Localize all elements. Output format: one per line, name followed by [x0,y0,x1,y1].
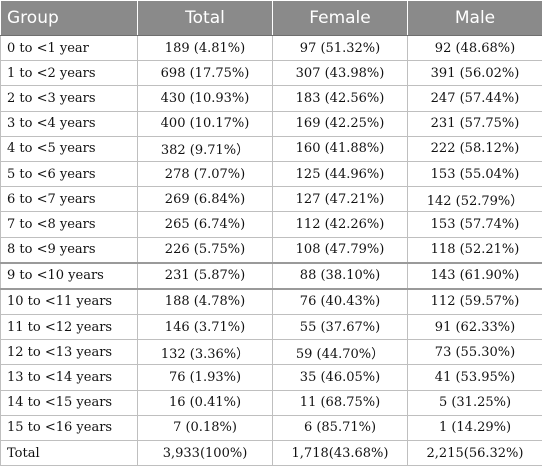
cell-male: 91 (62.33%) [408,315,542,340]
cell-female: 11 (68.75%) [273,390,408,415]
cell-female: 169 (42.25%) [273,111,408,136]
cell-female: 6 (85.71%) [273,415,408,440]
cell-group: 3 to <4 years [1,111,138,136]
cell-female: 35 (46.05%) [273,365,408,390]
cell-total: 400 (10.17%) [138,111,273,136]
header-row: Group Total Female Male [1,1,542,36]
cell-group: 13 to <14 years [1,365,138,390]
cell-female: 55 (37.67%) [273,315,408,340]
table-row: 2 to <3 years 430 (10.93%) 183 (42.56%) … [1,86,542,111]
cell-total: 146 (3.71%) [138,315,273,340]
table-header: Group Total Female Male [1,1,542,36]
cell-male: 247 (57.44%) [408,86,542,111]
cell-group: 11 to <12 years [1,315,138,340]
cell-total: 76 (1.93%) [138,365,273,390]
cell-female: 76 (40.43%) [273,289,408,315]
table-body: 0 to <1 year 189 (4.81%) 97 (51.32%) 92 … [1,36,542,466]
cell-group: 0 to <1 year [1,36,138,61]
cell-total: 7 (0.18%) [138,415,273,440]
cell-total: 430 (10.93%) [138,86,273,111]
cell-female: 59 (44.70%） [273,340,408,365]
cell-male: 231 (57.75%) [408,111,542,136]
cell-male: 112 (59.57%) [408,289,542,315]
header-female: Female [273,1,408,36]
cell-male: 391 (56.02%) [408,61,542,86]
cell-male: 1 (14.29%) [408,415,542,440]
cell-male: 143 (61.90%) [408,263,542,289]
cell-group: 9 to <10 years [1,263,138,289]
table-row: 12 to <13 years 132 (3.36%） 59 (44.70%） … [1,340,542,365]
cell-male: 142 (52.79%） [408,187,542,212]
table-row: 7 to <8 years 265 (6.74%) 112 (42.26%) 1… [1,212,542,237]
header-group: Group [1,1,138,36]
table-row: 6 to <7 years 269 (6.84%) 127 (47.21%) 1… [1,187,542,212]
cell-female: 88 (38.10%) [273,263,408,289]
cell-female: 160 (41.88%) [273,136,408,161]
cell-group: 14 to <15 years [1,390,138,415]
cell-total: 189 (4.81%) [138,36,273,61]
cell-group: 12 to <13 years [1,340,138,365]
table-row: 9 to <10 years 231 (5.87%) 88 (38.10%) 1… [1,263,542,289]
cell-female: 127 (47.21%) [273,187,408,212]
cell-male: 73 (55.30%) [408,340,542,365]
cell-group: 5 to <6 years [1,161,138,186]
cell-male: 153 (57.74%) [408,212,542,237]
table-row: 8 to <9 years 226 (5.75%) 108 (47.79%) 1… [1,237,542,263]
header-total: Total [138,1,273,36]
cell-total: 16 (0.41%) [138,390,273,415]
cell-total: 132 (3.36%） [138,340,273,365]
cell-male: 41 (53.95%) [408,365,542,390]
table-row: 13 to <14 years 76 (1.93%) 35 (46.05%) 4… [1,365,542,390]
cell-total: 269 (6.84%) [138,187,273,212]
cell-total: 382 (9.71%） [138,136,273,161]
cell-group: 1 to <2 years [1,61,138,86]
table-row: 4 to <5 years 382 (9.71%） 160 (41.88%) 2… [1,136,542,161]
header-male: Male [408,1,542,36]
cell-group: 4 to <5 years [1,136,138,161]
cell-total: 278 (7.07%) [138,161,273,186]
cell-total: 188 (4.78%) [138,289,273,315]
cell-group: 6 to <7 years [1,187,138,212]
cell-group: 15 to <16 years [1,415,138,440]
cell-female: 183 (42.56%) [273,86,408,111]
table-row: 10 to <11 years 188 (4.78%) 76 (40.43%) … [1,289,542,315]
cell-male: 118 (52.21%) [408,237,542,263]
cell-group: 2 to <3 years [1,86,138,111]
cell-total: 698 (17.75%) [138,61,273,86]
cell-female: 108 (47.79%) [273,237,408,263]
cell-female: 125 (44.96%) [273,161,408,186]
cell-female: 112 (42.26%) [273,212,408,237]
cell-male: 153 (55.04%) [408,161,542,186]
table-row: 5 to <6 years 278 (7.07%) 125 (44.96%) 1… [1,161,542,186]
cell-male: 92 (48.68%) [408,36,542,61]
cell-male: 222 (58.12%) [408,136,542,161]
cell-group: 8 to <9 years [1,237,138,263]
cell-female: 97 (51.32%) [273,36,408,61]
table-row: 11 to <12 years 146 (3.71%) 55 (37.67%) … [1,315,542,340]
table-row: 0 to <1 year 189 (4.81%) 97 (51.32%) 92 … [1,36,542,61]
cell-male: 5 (31.25%) [408,390,542,415]
cell-total: 231 (5.87%) [138,263,273,289]
cell-female: 307 (43.98%) [273,61,408,86]
cell-total: 265 (6.74%) [138,212,273,237]
table-row: 14 to <15 years 16 (0.41%) 11 (68.75%) 5… [1,390,542,415]
cell-group: 10 to <11 years [1,289,138,315]
table-row: 1 to <2 years 698 (17.75%) 307 (43.98%) … [1,61,542,86]
table-row: 15 to <16 years 7 (0.18%) 6 (85.71%) 1 (… [1,415,542,440]
table-row: 3 to <4 years 400 (10.17%) 169 (42.25%) … [1,111,542,136]
cell-group: 7 to <8 years [1,212,138,237]
cell-total: 226 (5.75%) [138,237,273,263]
